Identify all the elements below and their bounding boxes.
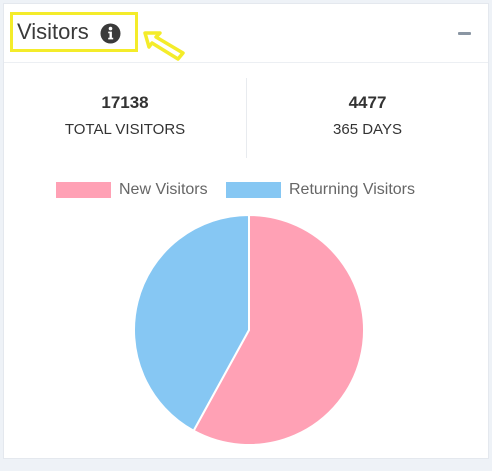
visitors-widget: Visitors 17138 TOTAL VISITORS 4477 365 D… xyxy=(3,3,489,459)
pie-chart-area xyxy=(129,210,369,450)
minus-icon xyxy=(458,32,471,35)
legend-swatch xyxy=(56,182,111,198)
title-highlight-box xyxy=(10,12,138,52)
stat-divider xyxy=(246,78,247,158)
stat-label: TOTAL VISITORS xyxy=(64,121,186,138)
yellow-arrow-icon xyxy=(143,31,185,61)
stat-total-visitors: 17138 TOTAL VISITORS xyxy=(4,76,246,160)
widget-title: Visitors xyxy=(17,19,89,44)
legend-label: Returning Visitors xyxy=(289,181,415,198)
pie-chart xyxy=(133,213,365,446)
stat-365-days: 4477 365 DAYS xyxy=(247,76,488,160)
collapse-button[interactable] xyxy=(456,22,474,44)
stats-row: 17138 TOTAL VISITORS 4477 365 DAYS xyxy=(4,76,488,160)
chart-legend: New Visitors Returning Visitors xyxy=(4,180,488,202)
pie-slice-new-visitors[interactable] xyxy=(192,213,365,446)
stat-label: 365 DAYS xyxy=(333,121,402,138)
legend-swatch xyxy=(226,182,281,198)
pie-slice-returning-visitors[interactable] xyxy=(133,213,250,433)
legend-label: New Visitors xyxy=(119,181,208,198)
info-circle-icon[interactable] xyxy=(100,23,121,44)
stat-value: 4477 xyxy=(348,93,387,112)
stat-value: 17138 xyxy=(101,93,149,112)
widget-header: Visitors xyxy=(4,4,488,63)
